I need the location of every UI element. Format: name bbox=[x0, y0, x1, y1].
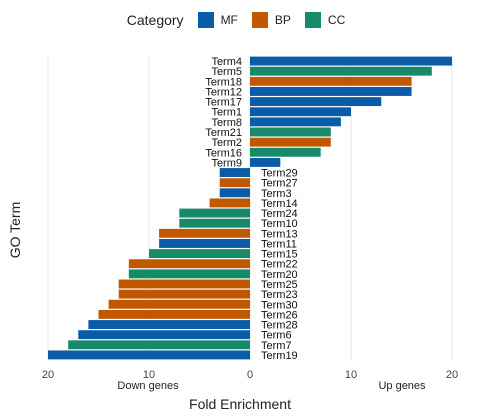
legend-key-mf bbox=[197, 12, 214, 28]
term-label-term17: Term17 bbox=[205, 97, 242, 109]
term-label-term28: Term28 bbox=[261, 320, 298, 332]
bar-term4 bbox=[250, 56, 452, 66]
bar-term14 bbox=[209, 198, 250, 208]
x-axis-title: Fold Enrichment bbox=[189, 396, 291, 412]
x-tick-label-3: 10 bbox=[345, 369, 357, 381]
bar-term9 bbox=[250, 157, 281, 167]
term-label-term7: Term7 bbox=[261, 340, 292, 352]
legend-item-cc: CC bbox=[304, 12, 346, 28]
legend-label-cc: CC bbox=[327, 13, 346, 27]
term-label-term24: Term24 bbox=[261, 208, 298, 220]
bar-term11 bbox=[159, 239, 250, 248]
x-tick-label-0: 20 bbox=[42, 369, 54, 381]
bar-term22 bbox=[128, 259, 250, 269]
bar-term17 bbox=[250, 97, 382, 107]
bar-term27 bbox=[219, 178, 250, 188]
bar-term29 bbox=[219, 168, 250, 177]
legend-item-bp: BP bbox=[251, 12, 291, 28]
term-label-term5: Term5 bbox=[211, 66, 242, 78]
bar-term2 bbox=[250, 137, 331, 147]
bar-term1 bbox=[250, 107, 351, 117]
bar-term10 bbox=[179, 218, 250, 228]
term-label-term22: Term22 bbox=[261, 259, 298, 271]
term-label-term20: Term20 bbox=[261, 269, 298, 281]
bar-term26 bbox=[98, 309, 250, 319]
legend: Category MF BP CC bbox=[0, 12, 480, 28]
term-label-term19: Term19 bbox=[261, 350, 298, 362]
legend-label-mf: MF bbox=[220, 13, 238, 27]
bar-term7 bbox=[68, 340, 250, 350]
bar-term24 bbox=[179, 208, 250, 218]
bar-term6 bbox=[78, 330, 250, 340]
bar-term20 bbox=[128, 269, 250, 279]
bar-term30 bbox=[108, 299, 250, 309]
bar-term25 bbox=[118, 279, 250, 289]
bar-term5 bbox=[250, 66, 432, 76]
bar-term3 bbox=[219, 188, 250, 198]
x-tick-label-4: 20 bbox=[446, 369, 458, 381]
legend-key-bp bbox=[251, 12, 268, 28]
term-label-term21: Term21 bbox=[205, 127, 242, 139]
bar-term21 bbox=[250, 127, 331, 137]
bar-term23 bbox=[118, 289, 250, 299]
x-tick-label-1: 10 bbox=[143, 369, 155, 381]
term-label-term13: Term13 bbox=[261, 228, 298, 240]
bar-term15 bbox=[149, 249, 250, 259]
term-label-term10: Term10 bbox=[261, 218, 298, 230]
down-genes-label: Down genes bbox=[117, 380, 179, 392]
term-label-term11: Term11 bbox=[261, 238, 297, 250]
term-label-term23: Term23 bbox=[261, 289, 298, 301]
term-label-term1: Term1 bbox=[211, 107, 242, 119]
term-label-term15: Term15 bbox=[261, 249, 298, 261]
term-label-term25: Term25 bbox=[261, 279, 298, 291]
up-genes-label: Up genes bbox=[378, 380, 426, 392]
term-label-term3: Term3 bbox=[261, 188, 292, 200]
term-label-term2: Term2 bbox=[211, 137, 242, 149]
bar-term19 bbox=[48, 350, 250, 360]
term-label-term29: Term29 bbox=[261, 168, 298, 180]
term-label-term8: Term8 bbox=[211, 117, 242, 129]
term-label-term4: Term4 bbox=[211, 56, 242, 68]
term-label-term30: Term30 bbox=[261, 299, 298, 311]
term-label-term14: Term14 bbox=[261, 198, 298, 210]
legend-item-mf: MF bbox=[197, 12, 238, 28]
x-tick-label-2: 0 bbox=[247, 369, 253, 381]
bar-term16 bbox=[250, 147, 321, 157]
term-label-term16: Term16 bbox=[205, 147, 242, 159]
term-label-term27: Term27 bbox=[261, 178, 298, 190]
term-label-term18: Term18 bbox=[205, 76, 242, 88]
term-label-term26: Term26 bbox=[261, 309, 298, 321]
bar-term13 bbox=[159, 228, 250, 238]
legend-key-cc bbox=[304, 12, 321, 28]
bar-term8 bbox=[250, 117, 341, 127]
term-label-term12: Term12 bbox=[205, 86, 242, 98]
term-label-term9: Term9 bbox=[211, 157, 242, 169]
bar-term28 bbox=[88, 320, 251, 329]
legend-label-bp: BP bbox=[274, 13, 291, 27]
legend-title: Category bbox=[126, 12, 184, 28]
bar-term18 bbox=[250, 76, 412, 86]
term-label-term6: Term6 bbox=[261, 330, 292, 342]
bar-term12 bbox=[250, 87, 412, 96]
